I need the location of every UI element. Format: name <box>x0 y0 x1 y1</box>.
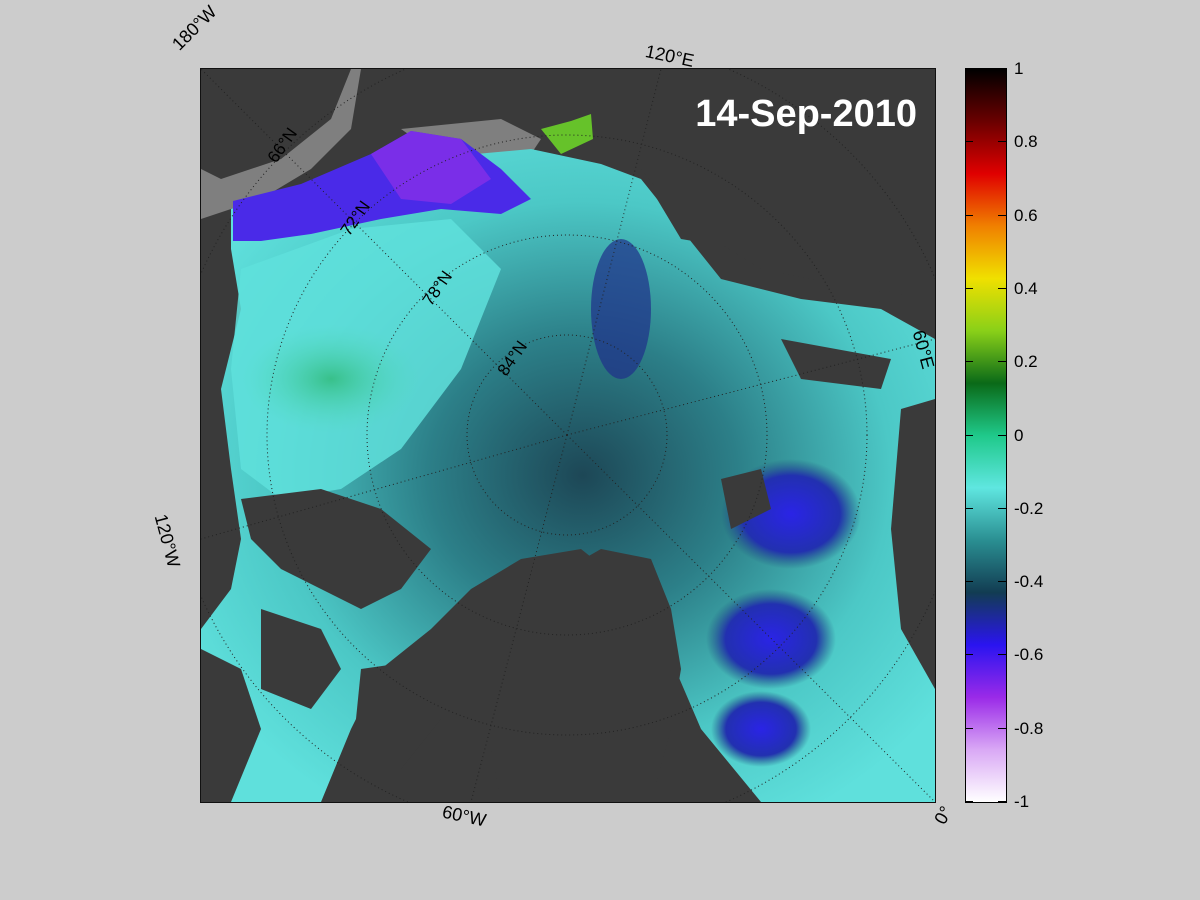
baffin-island <box>261 609 341 709</box>
colorbar-tick-mark <box>965 361 973 363</box>
taymyr-peninsula <box>651 179 761 249</box>
colorbar-tick-mark <box>998 654 1006 656</box>
meridian-120e <box>566 69 662 436</box>
arctic-map: 66°N 72°N 78°N 84°N <box>201 69 935 802</box>
colorbar-tick-mark <box>998 361 1006 363</box>
colorbar-tick-mark <box>965 581 973 583</box>
meridian-60e <box>566 338 935 436</box>
lon-label-120w: 120°W <box>150 512 185 570</box>
graticule <box>201 69 935 802</box>
colorbar-tick-label: -0.6 <box>1014 645 1044 665</box>
colorbar-tick-label: -1 <box>1014 792 1030 811</box>
alaska-landmass <box>201 69 351 179</box>
positive-anomaly-region <box>241 324 421 434</box>
colorbar <box>965 68 1007 803</box>
svalbard <box>721 469 771 529</box>
colorbar-tick-mark <box>965 801 973 802</box>
colorbar-tick-mark <box>998 727 1006 729</box>
colorbar-tick-mark <box>998 214 1006 216</box>
colorbar-tick-label: 0 <box>1014 425 1024 445</box>
date-label: 14-Sep-2010 <box>695 93 917 135</box>
lat-circle-72 <box>266 134 868 736</box>
colorbar-tick-mark <box>965 434 973 436</box>
colorbar-tick-mark <box>965 727 973 729</box>
colorbar-tick-label: 0.2 <box>1014 352 1038 372</box>
canadian-archipelago <box>241 489 431 609</box>
colorbar-tick-label: -0.8 <box>1014 718 1044 738</box>
laptev-positive-patch <box>541 114 593 154</box>
colorbar-tick-mark <box>998 581 1006 583</box>
map-panel: 66°N 72°N 78°N 84°N 14-Sep-2010 <box>200 68 936 803</box>
lon-label-60w: 60°W <box>440 801 488 831</box>
lon-label-0: 0° <box>930 802 957 828</box>
colorbar-tick-mark <box>998 507 1006 509</box>
lat-circle-78 <box>366 234 768 636</box>
colorbar-tick-mark <box>965 287 973 289</box>
novaya-zemlya <box>781 339 891 389</box>
lon-label-180w: 180°W <box>168 1 221 55</box>
greenland-sea-negative-region-south <box>711 691 811 767</box>
canada-mainland <box>201 649 261 802</box>
siberia-landmass <box>621 69 935 299</box>
colorbar-tick-label: 0.6 <box>1014 205 1038 225</box>
colorbar-tick-mark <box>998 141 1006 143</box>
colorbar-tick-mark <box>998 801 1006 802</box>
colorbar-tick-mark <box>965 141 973 143</box>
colorbar-tick-label: -0.2 <box>1014 498 1044 518</box>
colorbar-tick-mark <box>998 68 1006 69</box>
ellesmere-island <box>351 659 441 769</box>
greenland-landmass <box>491 549 681 802</box>
colorbar-tick-label: -0.4 <box>1014 572 1044 592</box>
colorbar-tick-mark <box>965 214 973 216</box>
colorbar-tick-mark <box>998 287 1006 289</box>
colorbar-tick-mark <box>965 507 973 509</box>
colorbar-tick-label: 1 <box>1014 59 1024 78</box>
colorbar-tick-label: 0.4 <box>1014 278 1038 298</box>
colorbar-tick-mark <box>998 434 1006 436</box>
colorbar-tick-mark <box>965 654 973 656</box>
east-siberian-negative-region <box>591 239 651 379</box>
meridian-60w <box>470 434 568 802</box>
lat-circle-84 <box>466 334 668 536</box>
colorbar-tick-label: 0.8 <box>1014 132 1038 152</box>
colorbar-tick-mark <box>965 68 973 69</box>
